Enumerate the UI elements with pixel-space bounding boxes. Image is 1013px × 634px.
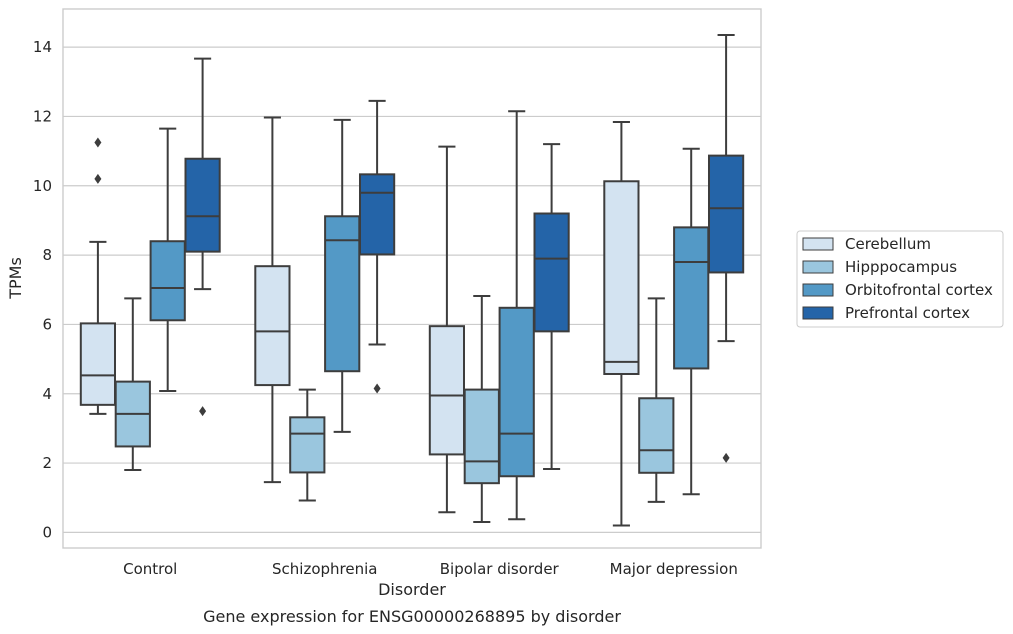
y-tick-label: 10	[33, 177, 52, 195]
box-iqr	[149, 240, 186, 322]
y-tick-label: 2	[42, 454, 52, 472]
x-tick-label: Major depression	[610, 560, 738, 578]
outlier-point	[94, 137, 102, 148]
outlier-point	[373, 383, 381, 394]
x-tick-label: Bipolar disorder	[440, 560, 560, 578]
box	[603, 120, 640, 527]
y-tick-label: 0	[42, 523, 52, 541]
box-iqr	[358, 173, 396, 256]
box-iqr	[707, 154, 745, 274]
box	[254, 116, 291, 484]
box-iqr	[289, 416, 326, 474]
box-iqr	[533, 212, 570, 333]
box	[358, 99, 396, 394]
box-iqr	[673, 226, 710, 370]
box-iqr	[428, 325, 466, 456]
legend-swatch	[802, 283, 834, 297]
legend-swatch	[802, 260, 834, 274]
box	[149, 127, 186, 392]
box	[707, 33, 745, 463]
y-tick-label: 8	[42, 246, 52, 264]
box-iqr	[254, 265, 291, 387]
legend-label: Prefrontal cortex	[845, 304, 970, 322]
legend-frame	[796, 230, 1004, 328]
x-axis-ticks: Control Schizophrenia Bipolar disorder Majo…	[123, 560, 738, 578]
y-tick-label: 12	[33, 107, 52, 125]
box-iqr	[79, 322, 117, 406]
box-iqr	[184, 157, 221, 253]
box	[114, 297, 151, 472]
box-iqr	[498, 306, 535, 478]
box	[463, 295, 500, 524]
box	[673, 147, 710, 496]
x-tick-label: Schizophrenia	[272, 560, 377, 578]
box	[498, 110, 535, 521]
x-tick-label: Control	[123, 560, 177, 578]
y-tick-label: 14	[33, 38, 52, 56]
y-axis-label: TPMs	[6, 257, 25, 300]
outlier-point	[722, 452, 730, 463]
box	[184, 57, 221, 417]
legend-label: Cerebellum	[845, 235, 931, 253]
box-plot-series	[79, 33, 745, 527]
legend-swatch	[802, 237, 834, 251]
legend-label: Orbitofrontal cortex	[845, 281, 993, 299]
box	[533, 143, 570, 470]
y-axis-ticks: 0 2 4 6 8 10 12 14	[33, 38, 52, 541]
box	[428, 145, 466, 514]
x-axis-label: Disorder	[378, 580, 446, 599]
legend: Cerebellum Hipppocampus Orbitofrontal cort…	[796, 230, 1004, 328]
box-iqr	[603, 180, 640, 375]
chart-caption: Gene expression for ENSG00000268895 by d…	[203, 607, 621, 626]
y-tick-label: 4	[42, 385, 52, 403]
box	[79, 137, 117, 415]
box	[324, 118, 361, 433]
box-iqr	[638, 397, 675, 474]
plot-frame	[62, 8, 762, 549]
legend-swatch	[802, 306, 834, 320]
box	[289, 388, 326, 502]
box-iqr	[463, 388, 500, 485]
y-tick-label: 6	[42, 315, 52, 333]
outlier-point	[199, 406, 207, 417]
box-iqr	[324, 215, 361, 373]
outlier-point	[94, 173, 102, 184]
box	[638, 297, 675, 503]
legend-label: Hipppocampus	[845, 258, 957, 276]
